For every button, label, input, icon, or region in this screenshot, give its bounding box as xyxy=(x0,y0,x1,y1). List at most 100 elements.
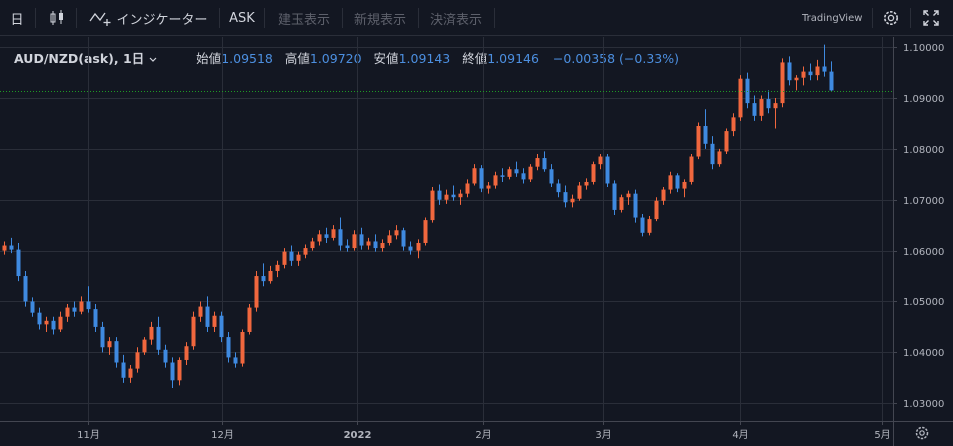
gear-icon xyxy=(884,11,898,25)
candle xyxy=(682,179,687,198)
candle xyxy=(752,95,757,121)
candle-body xyxy=(738,78,743,118)
chevron-down-icon[interactable] xyxy=(148,56,158,64)
candle xyxy=(254,270,259,312)
close-label: 終値 xyxy=(462,51,488,66)
time-axis[interactable]: 11月 12月 2022 2月 3月 4月 5月 xyxy=(0,421,953,441)
candle xyxy=(612,180,617,216)
candle-body xyxy=(500,175,505,177)
timeframe-button[interactable]: 日 xyxy=(0,0,34,36)
settings-button[interactable] xyxy=(874,0,908,36)
toolbar-separator xyxy=(872,8,873,28)
candle-body xyxy=(268,270,273,282)
candle xyxy=(794,75,799,91)
candle xyxy=(654,197,659,222)
candle xyxy=(703,109,708,149)
candle xyxy=(401,227,406,251)
candle-body xyxy=(486,185,491,189)
candle xyxy=(451,185,456,201)
toolbar-separator xyxy=(264,8,265,28)
fullscreen-button[interactable] xyxy=(912,0,950,36)
candle xyxy=(114,337,119,368)
settings-gear-icon[interactable] xyxy=(915,426,929,440)
candle xyxy=(275,260,280,278)
toolbar-separator xyxy=(342,8,343,28)
candle-body xyxy=(373,241,378,249)
new-orders-label: 新規表示 xyxy=(353,12,406,28)
candle xyxy=(591,161,596,185)
settled-button[interactable]: 決済表示 xyxy=(420,0,492,36)
indicators-label: インジケーター xyxy=(116,12,208,28)
candle xyxy=(261,263,266,287)
candle-body xyxy=(430,190,435,221)
candle-body xyxy=(759,99,764,116)
y-tick-label: 1.10000 xyxy=(903,43,944,54)
candle xyxy=(696,122,701,160)
candle xyxy=(219,311,224,343)
open-value: 1.09518 xyxy=(221,51,273,66)
candle-body xyxy=(79,301,84,312)
candle-body xyxy=(577,185,582,199)
x-tick-label: 12月 xyxy=(211,429,234,441)
grid-lines xyxy=(0,37,893,421)
candle-body xyxy=(184,346,189,360)
candle xyxy=(423,217,428,246)
candle xyxy=(23,270,28,307)
candle-body xyxy=(65,307,70,317)
candle xyxy=(808,63,813,81)
candle-body xyxy=(731,117,736,132)
toolbar-separator xyxy=(910,8,911,28)
candle xyxy=(93,304,98,332)
candle xyxy=(514,161,519,177)
candle xyxy=(507,166,512,180)
candle-body xyxy=(310,241,315,249)
candle xyxy=(212,311,217,332)
candle-body xyxy=(598,156,603,165)
candle-body xyxy=(654,200,659,220)
candle-body xyxy=(275,264,280,271)
candle-body xyxy=(682,181,687,189)
indicators-button[interactable]: インジケーター xyxy=(82,0,214,36)
candle-body xyxy=(44,320,49,325)
candlestick-chart[interactable]: 1.09146 1.10000 1.09000 1.08000 1.07000 1.06… xyxy=(0,37,953,446)
candle-body xyxy=(745,78,750,104)
candle xyxy=(226,331,231,363)
candle xyxy=(710,136,715,170)
price-axis[interactable]: 1.10000 1.09000 1.08000 1.07000 1.06000 1.050… xyxy=(893,37,953,446)
symbol-label[interactable]: AUD/NZD(ask), 1日 xyxy=(14,51,145,66)
candle-body xyxy=(612,183,617,210)
candle xyxy=(626,190,631,205)
candle-body xyxy=(30,301,35,313)
candle-body xyxy=(359,234,364,246)
positions-label: 建玉表示 xyxy=(277,12,330,28)
candle xyxy=(317,230,322,246)
candle xyxy=(338,217,343,251)
candle-body xyxy=(58,316,63,330)
candle-body xyxy=(317,234,322,242)
y-tick-label: 1.05000 xyxy=(903,297,944,308)
candle-type-button[interactable] xyxy=(40,0,74,36)
candle-body xyxy=(675,175,680,189)
ask-label: ASK xyxy=(229,10,255,26)
x-tick-label: 2022 xyxy=(344,430,372,441)
candle xyxy=(724,128,729,154)
candle-body xyxy=(366,241,371,246)
positions-button[interactable]: 建玉表示 xyxy=(268,0,340,36)
candle xyxy=(100,321,105,353)
candle-body xyxy=(689,156,694,182)
x-tick-label: 5月 xyxy=(874,429,890,441)
new-orders-button[interactable]: 新規表示 xyxy=(344,0,416,36)
candle-body xyxy=(724,131,729,152)
ask-button[interactable]: ASK xyxy=(222,0,262,36)
candle xyxy=(773,98,778,129)
candle-body xyxy=(416,242,421,251)
candle xyxy=(142,337,147,355)
candle xyxy=(170,357,175,388)
candle xyxy=(9,237,14,254)
candle xyxy=(829,61,834,91)
y-tick-label: 1.08000 xyxy=(903,145,944,156)
candle xyxy=(570,194,575,208)
toolbar-separator xyxy=(76,8,77,28)
top-toolbar: 日 インジケーター ASK 建玉表示 新規表示 決済表示 TradingView xyxy=(0,0,953,36)
candle xyxy=(647,216,652,236)
